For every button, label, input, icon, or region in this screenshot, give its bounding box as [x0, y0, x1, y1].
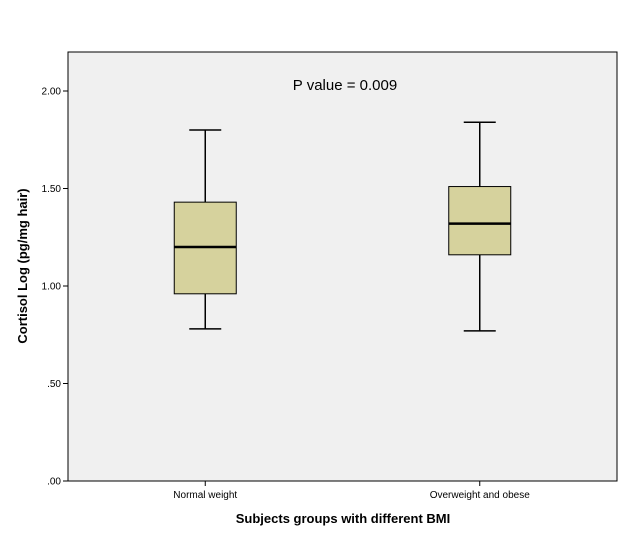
p-value-annotation: P value = 0.009: [293, 77, 397, 94]
y-axis-title: Cortisol Log (pg/mg hair): [15, 188, 30, 343]
y-tick-label: 1.00: [42, 282, 62, 293]
y-tick-label: 1.50: [42, 184, 62, 195]
x-axis-title: Subjects groups with different BMI: [236, 511, 451, 526]
boxes: [173, 121, 512, 332]
iqr-box: [448, 186, 512, 256]
y-tick-label: 2.00: [42, 87, 62, 98]
y-axis: .00 .50 1.00 1.50 2.00: [42, 87, 68, 488]
plot-area: [67, 51, 618, 482]
y-tick-label: .50: [47, 379, 61, 390]
x-tick-label: Normal weight: [173, 490, 237, 501]
x-tick-label: Overweight and obese: [430, 490, 531, 501]
y-tick-label: .00: [47, 477, 61, 488]
x-axis: Normal weight Overweight and obese: [173, 481, 530, 501]
